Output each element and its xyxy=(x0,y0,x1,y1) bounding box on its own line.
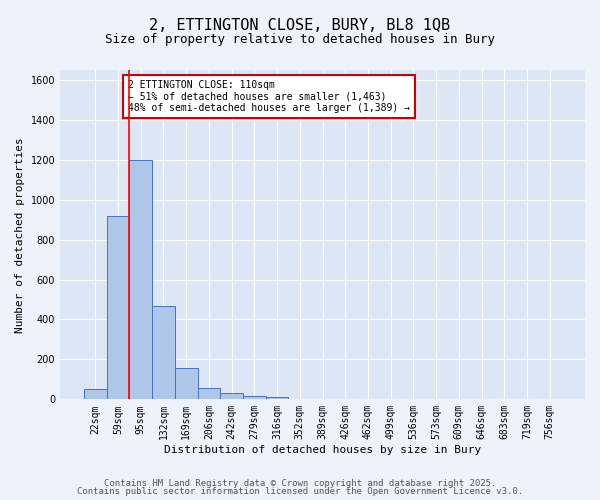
Text: 2 ETTINGTON CLOSE: 110sqm
← 51% of detached houses are smaller (1,463)
48% of se: 2 ETTINGTON CLOSE: 110sqm ← 51% of detac… xyxy=(128,80,410,113)
Bar xyxy=(197,388,220,400)
X-axis label: Distribution of detached houses by size in Bury: Distribution of detached houses by size … xyxy=(164,445,481,455)
Bar xyxy=(107,216,130,400)
Text: Size of property relative to detached houses in Bury: Size of property relative to detached ho… xyxy=(105,32,495,46)
Bar xyxy=(84,390,107,400)
Text: 2, ETTINGTON CLOSE, BURY, BL8 1QB: 2, ETTINGTON CLOSE, BURY, BL8 1QB xyxy=(149,18,451,32)
Bar xyxy=(175,368,197,400)
Bar xyxy=(152,306,175,400)
Bar xyxy=(130,160,152,400)
Bar xyxy=(220,394,243,400)
Text: Contains public sector information licensed under the Open Government Licence v3: Contains public sector information licen… xyxy=(77,488,523,496)
Y-axis label: Number of detached properties: Number of detached properties xyxy=(15,137,25,332)
Text: Contains HM Land Registry data © Crown copyright and database right 2025.: Contains HM Land Registry data © Crown c… xyxy=(104,478,496,488)
Bar xyxy=(243,396,266,400)
Bar xyxy=(266,398,289,400)
